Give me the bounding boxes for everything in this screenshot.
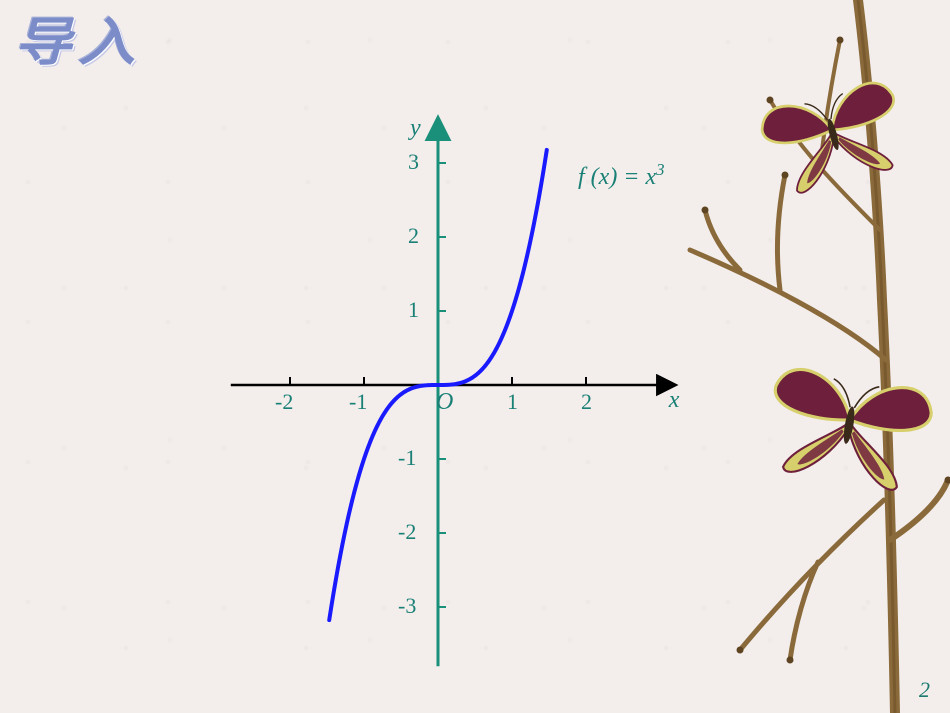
- chart-svg: [0, 0, 950, 713]
- y-tick-label: -1: [398, 445, 416, 471]
- slide-page: { "title": "导入", "page_number": "2", "ch…: [0, 0, 950, 713]
- x-tick-label: 2: [581, 389, 592, 415]
- y-tick-label: 1: [408, 297, 419, 323]
- function-label: f (x) = x3: [578, 160, 665, 191]
- origin-label: O: [436, 389, 453, 416]
- y-tick-label: 3: [408, 149, 419, 175]
- y-tick-label: 2: [408, 223, 419, 249]
- x-tick-label: 1: [507, 389, 518, 415]
- y-tick-label: -2: [398, 519, 416, 545]
- x-tick-label: -1: [349, 389, 367, 415]
- x-tick-label: -2: [275, 389, 293, 415]
- y-axis-label: y: [410, 115, 421, 142]
- page-number: 2: [919, 677, 930, 703]
- y-tick-label: -3: [398, 593, 416, 619]
- x-axis-label: x: [669, 387, 680, 414]
